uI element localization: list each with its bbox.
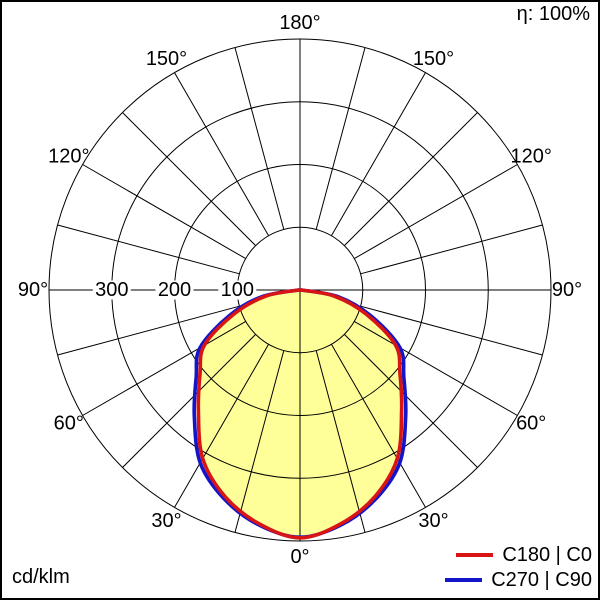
angle-label: 120°: [48, 146, 89, 168]
radial-tick-label: 300: [95, 279, 128, 301]
grid-spoke: [82, 320, 246, 416]
angle-label-layer: 0° 30° 30° 60° 60° 90° 90° 120° 120° 150° 150° 180°: [18, 12, 582, 568]
grid-spoke: [344, 112, 478, 246]
curve-stroke-layer: [192, 288, 408, 540]
grid-spoke: [354, 164, 518, 260]
grid-spoke: [122, 112, 256, 246]
angle-label: 150°: [146, 48, 187, 70]
grid-spoke: [330, 344, 426, 508]
legend: C180 | C0 C270 | C90: [445, 543, 592, 592]
angle-label: 60°: [54, 413, 84, 435]
grid-spoke: [315, 47, 366, 230]
legend-swatch-c180-c0: [456, 553, 494, 557]
grid-spoke: [234, 350, 285, 533]
angle-label: 180°: [279, 12, 320, 34]
radial-tick-layer: 100 200 300: [92, 279, 257, 301]
curve-c0-c180: [196, 288, 404, 540]
grid-spoke: [360, 305, 543, 356]
radial-tick-chip: [155, 280, 194, 300]
radial-tick-chip: [218, 280, 257, 300]
grid-spoke: [234, 47, 285, 230]
legend-item-c180-c0: C180 | C0: [456, 543, 592, 567]
radial-tick-label: 200: [158, 279, 191, 301]
grid-spoke: [344, 334, 478, 468]
angle-label: 30°: [151, 510, 181, 532]
grid-spoke: [330, 72, 426, 236]
grid-spoke: [82, 164, 246, 260]
legend-label-c180-c0: C180 | C0: [502, 543, 592, 566]
legend-item-c270-c90: C270 | C90: [445, 568, 592, 592]
radial-tick-label: 100: [221, 279, 254, 301]
angle-label: 90°: [18, 279, 48, 301]
grid-spoke: [122, 334, 256, 468]
grid-spoke: [57, 305, 240, 356]
grid-spoke: [57, 224, 240, 275]
angle-label: 30°: [418, 510, 448, 532]
angle-label: 60°: [516, 413, 546, 435]
unit-label: cd/klm: [12, 566, 70, 588]
grid-spoke: [360, 224, 543, 275]
legend-swatch-c270-c90: [445, 578, 483, 582]
angle-label: 120°: [511, 146, 552, 168]
radial-tick-chip: [92, 280, 131, 300]
angle-label: 90°: [552, 279, 582, 301]
efficiency-label: η: 100%: [516, 3, 590, 25]
grid-spoke: [174, 72, 270, 236]
angle-label: 0°: [290, 546, 309, 568]
grid-spoke: [315, 350, 366, 533]
grid-spoke: [174, 344, 270, 508]
grid-spoke: [354, 320, 518, 416]
legend-label-c270-c90: C270 | C90: [491, 568, 592, 591]
angle-label: 150°: [413, 48, 454, 70]
grid-layer: [48, 38, 552, 542]
